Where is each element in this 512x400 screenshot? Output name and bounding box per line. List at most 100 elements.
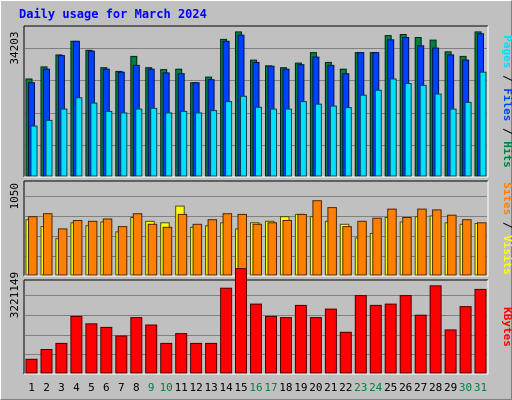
bar-pages <box>210 110 218 177</box>
x-axis-day-label: 1 <box>28 381 35 394</box>
x-axis-day-label: 29 <box>444 381 457 394</box>
x-axis-day-label: 23 <box>354 381 367 394</box>
bar-kbytes <box>115 335 128 374</box>
bar-sites <box>57 228 68 276</box>
right-axis-label-separator: / <box>501 121 512 141</box>
bar-kbytes <box>324 308 337 374</box>
bar-pages <box>389 78 397 177</box>
x-axis-day-label: 31 <box>474 381 487 394</box>
bar-pages <box>135 108 143 177</box>
bar-pages <box>30 125 38 177</box>
bar-pages <box>344 107 352 177</box>
bar-pages <box>120 112 128 177</box>
bar-kbytes <box>339 331 352 374</box>
bar-sites <box>297 213 307 276</box>
bar-kbytes <box>294 304 307 374</box>
x-axis-day-label: 14 <box>219 381 233 394</box>
x-axis-day-label: 5 <box>88 381 95 394</box>
bar-sites <box>477 222 487 276</box>
bar-pages <box>240 95 247 177</box>
bar-sites <box>43 213 53 276</box>
right-axis-label-files: Files <box>501 88 512 121</box>
bar-pages <box>404 83 412 177</box>
bar-pages <box>75 97 83 177</box>
bar-sites <box>402 217 412 276</box>
bar-pages <box>329 105 337 177</box>
x-axis-day-label: 27 <box>414 381 427 394</box>
bar-kbytes <box>235 268 247 374</box>
bar-pages <box>255 106 262 177</box>
bar-kbytes <box>354 295 367 374</box>
bar-kbytes <box>265 315 277 374</box>
bar-sites <box>132 213 143 276</box>
bar-pages <box>60 108 68 177</box>
bar-kbytes <box>474 288 487 374</box>
bar-kbytes <box>369 304 382 374</box>
x-axis-day-label: 8 <box>133 381 140 394</box>
x-axis-day-label: 28 <box>429 381 442 394</box>
right-axis-label-sites: Sites <box>501 182 512 215</box>
bar-pages <box>105 110 113 177</box>
bar-sites <box>192 223 203 276</box>
right-axis-label: Sites / Visits <box>501 182 512 275</box>
bar-kbytes <box>444 329 457 374</box>
bar-sites <box>372 217 382 276</box>
x-axis-day-label: 6 <box>103 381 110 394</box>
x-axis-day-label: 15 <box>234 381 247 394</box>
bar-pages <box>419 84 427 177</box>
bar-sites <box>432 209 442 276</box>
bar-pages <box>479 71 487 177</box>
x-axis-day-label: 12 <box>189 381 202 394</box>
bar-kbytes <box>429 285 442 374</box>
x-axis-day-label: 19 <box>294 381 307 394</box>
bar-sites <box>342 226 352 276</box>
right-axis-label-pages: Pages <box>501 35 512 68</box>
bar-pages <box>299 101 307 177</box>
bar-pages <box>270 108 277 177</box>
bar-sites <box>237 213 247 276</box>
x-axis-day-label: 25 <box>384 381 397 394</box>
x-axis-day-label: 2 <box>43 381 50 394</box>
bar-kbytes <box>414 314 427 374</box>
bar-sites <box>87 220 98 276</box>
bar-pages <box>449 108 457 177</box>
bar-sites <box>462 219 472 276</box>
bar-sites <box>387 208 397 276</box>
bar-pages <box>195 112 203 177</box>
bar-kbytes <box>309 317 322 374</box>
bar-sites <box>177 213 188 276</box>
x-axis-day-label: 9 <box>148 381 155 394</box>
x-axis-day-label: 17 <box>264 381 277 394</box>
bar-kbytes <box>205 342 218 374</box>
bar-kbytes <box>459 306 472 374</box>
bar-kbytes <box>130 317 143 374</box>
bar-kbytes <box>280 317 292 374</box>
bar-sites <box>72 220 83 276</box>
bar-kbytes <box>70 315 83 374</box>
bar-kbytes <box>190 342 203 374</box>
x-axis-day-label: 3 <box>58 381 65 394</box>
bar-sites <box>252 223 262 276</box>
x-axis-day-label: 30 <box>459 381 472 394</box>
x-axis-day-label: 11 <box>175 381 188 394</box>
bar-sites <box>267 222 277 276</box>
bar-kbytes <box>220 287 233 374</box>
bar-sites <box>327 207 337 276</box>
bar-sites <box>162 226 173 276</box>
x-axis-day-label: 4 <box>73 381 80 394</box>
chart-title: Daily usage for March 2024 <box>19 7 207 21</box>
bar-pages <box>165 112 173 177</box>
right-axis-label: KBytes <box>501 307 512 347</box>
x-axis-day-label: 26 <box>399 381 412 394</box>
y-axis-tick-label: 3221149 <box>8 272 21 318</box>
bar-sites <box>282 220 292 276</box>
x-axis-day-label: 18 <box>279 381 292 394</box>
bar-pages <box>434 93 442 177</box>
right-axis-label-separator: / <box>501 215 512 235</box>
bar-sites <box>117 226 128 276</box>
bar-kbytes <box>160 342 173 374</box>
right-axis-label-separator: / <box>501 68 512 88</box>
bar-sites <box>357 220 367 276</box>
bar-kbytes <box>100 326 113 374</box>
